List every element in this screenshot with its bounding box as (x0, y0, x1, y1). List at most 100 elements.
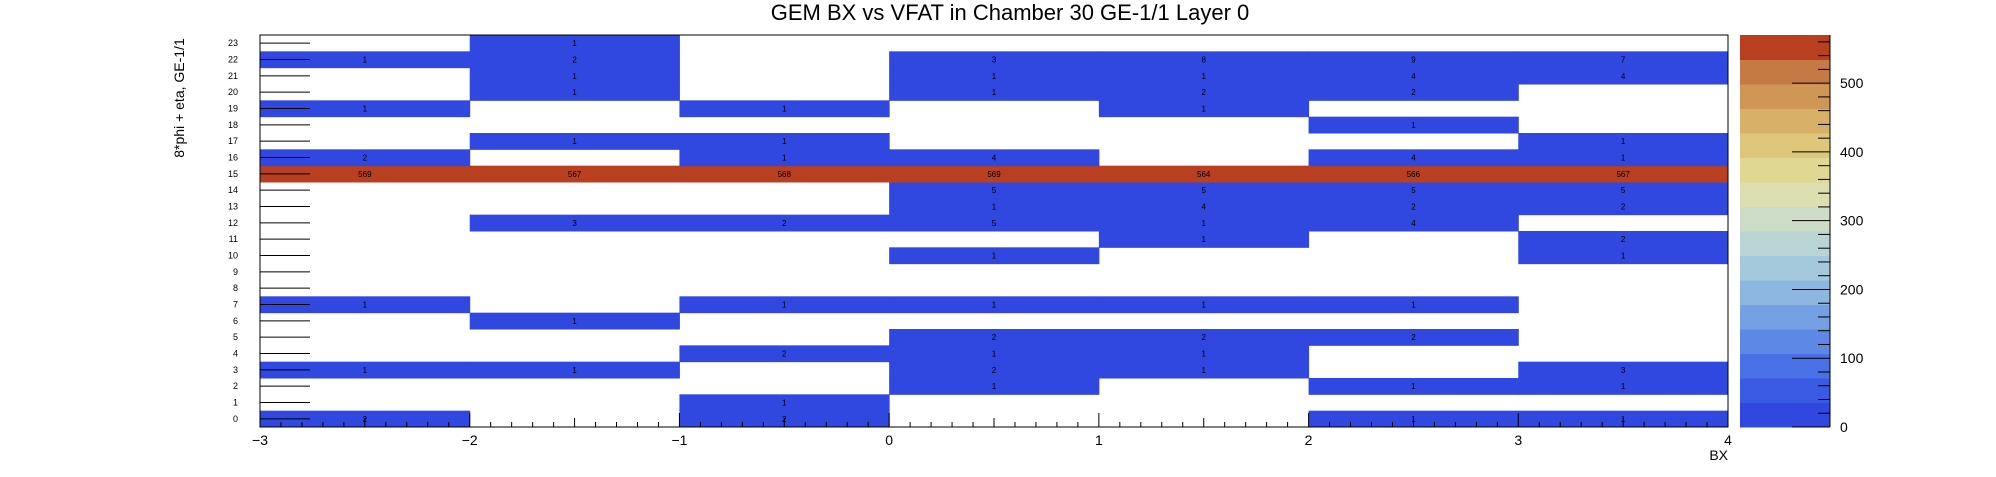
heatmap-cell (1308, 198, 1519, 216)
cell-value-label: 5 (992, 219, 997, 228)
heatmap-cell (1098, 214, 1310, 232)
heatmap-cell (1098, 165, 1310, 183)
heatmap-cell (679, 296, 890, 314)
cell-value-label: 1 (782, 137, 787, 146)
x-tick-label: 0 (885, 432, 893, 448)
heatmap-cell (889, 165, 1100, 183)
heatmap-cell (1518, 361, 1729, 379)
cell-value-label: 4 (1411, 219, 1416, 228)
cell-value-label: 2 (1411, 88, 1416, 97)
heatmap-cell (469, 35, 680, 52)
heatmap-cell (1308, 214, 1519, 232)
cell-value-label: 1 (1411, 121, 1416, 130)
y-axis-label: 8*phi + eta, GE-1/1 (171, 38, 187, 158)
cell-value-label: 1 (782, 301, 787, 310)
cell-value-label: 1 (782, 399, 787, 408)
cell-value-label: 1 (1621, 252, 1626, 261)
heatmap-cell (260, 361, 471, 379)
heatmap-cell (1308, 84, 1519, 101)
x-tick-label: −3 (252, 432, 268, 448)
heatmap-cell (1308, 51, 1519, 69)
cell-value-label: 1 (1621, 382, 1626, 391)
cell-value-label: 2 (1201, 88, 1206, 97)
cell-value-label: 5 (1621, 186, 1626, 195)
heatmap-cell (889, 378, 1100, 395)
color-scale-segment (1740, 402, 1830, 428)
y-tick-label: 1 (233, 398, 238, 408)
heatmap-cell (469, 361, 680, 379)
cell-value-label: 1 (992, 88, 997, 97)
cell-value-label: 5 (1411, 186, 1416, 195)
heatmap-cell (679, 214, 890, 232)
heatmap-cell (260, 51, 471, 69)
cell-value-label: 1 (992, 252, 997, 261)
heatmap-cell (1098, 198, 1310, 216)
y-tick-label: 5 (233, 332, 238, 342)
heatmap-cell (889, 296, 1100, 314)
color-scale-segment (1740, 206, 1830, 232)
y-tick-label: 14 (228, 185, 238, 195)
y-tick-label: 22 (228, 55, 238, 65)
cell-value-label: 2 (992, 333, 997, 342)
y-tick-label: 6 (233, 316, 238, 326)
heatmap-cell (889, 67, 1100, 85)
heatmap-cell (1098, 345, 1310, 363)
cell-value-label: 3 (992, 56, 997, 65)
x-tick-label: −1 (671, 432, 687, 448)
color-scale-label: 0 (1840, 419, 1848, 435)
heatmap-cells (260, 35, 1729, 428)
chart-title: GEM BX vs VFAT in Chamber 30 GE-1/1 Laye… (771, 0, 1250, 25)
heatmap-cell (1098, 182, 1310, 199)
cell-value-label: 1 (363, 301, 368, 310)
heatmap-cell (679, 345, 890, 363)
heatmap-cell (889, 214, 1100, 232)
cell-value-label: 8 (1201, 56, 1206, 65)
color-scale-segment (1740, 231, 1830, 256)
heatmap-cell (889, 84, 1100, 101)
y-tick-label: 8 (233, 283, 238, 293)
cell-value-label: 9 (1411, 56, 1416, 65)
heatmap-cell (469, 51, 680, 69)
heatmap-cell (889, 329, 1100, 346)
cell-value-label: 1 (1201, 219, 1206, 228)
cell-value-label: 1 (363, 366, 368, 375)
cell-value-label: 2 (1201, 333, 1206, 342)
cell-value-label: 3 (572, 219, 577, 228)
heatmap-cell (1518, 378, 1729, 395)
heatmap-cell (1098, 329, 1310, 346)
heatmap-cell (679, 100, 890, 118)
cell-value-label: 2 (1621, 235, 1626, 244)
cell-value-label: 7 (1621, 56, 1626, 65)
cell-value-label: 3 (1621, 366, 1626, 375)
cell-value-label: 5 (992, 186, 997, 195)
heatmap-cell (1308, 329, 1519, 346)
y-tick-label: 3 (233, 365, 238, 375)
cell-value-label: 2 (782, 219, 787, 228)
cell-value-label: 1 (572, 366, 577, 375)
cell-value-label: 1 (992, 203, 997, 212)
cell-value-label: 2 (363, 154, 368, 163)
heatmap-cell (1308, 116, 1519, 134)
color-scale-segment (1740, 353, 1830, 379)
color-scale-segment (1740, 329, 1830, 354)
cell-value-label: 1 (992, 72, 997, 81)
cell-value-label: 1 (782, 154, 787, 163)
heatmap-cell (1098, 296, 1310, 314)
color-scale-label: 400 (1840, 144, 1864, 160)
y-tick-label: 23 (228, 38, 238, 48)
color-scale-label: 300 (1840, 213, 1864, 229)
heatmap-cell (1518, 149, 1729, 167)
heatmap-cell (889, 247, 1100, 265)
cell-value-label: 1 (1621, 137, 1626, 146)
cell-value-label: 2 (1621, 203, 1626, 212)
heatmap-cell (679, 133, 890, 150)
cell-value-label: 4 (1411, 154, 1416, 163)
x-tick-label: −2 (462, 432, 478, 448)
cell-value-label: 1 (572, 39, 577, 48)
heatmap-cell (1308, 378, 1519, 395)
color-scale-segment (1740, 59, 1830, 85)
heatmap-cell (1518, 67, 1729, 85)
cell-value-label: 564 (1197, 170, 1211, 179)
